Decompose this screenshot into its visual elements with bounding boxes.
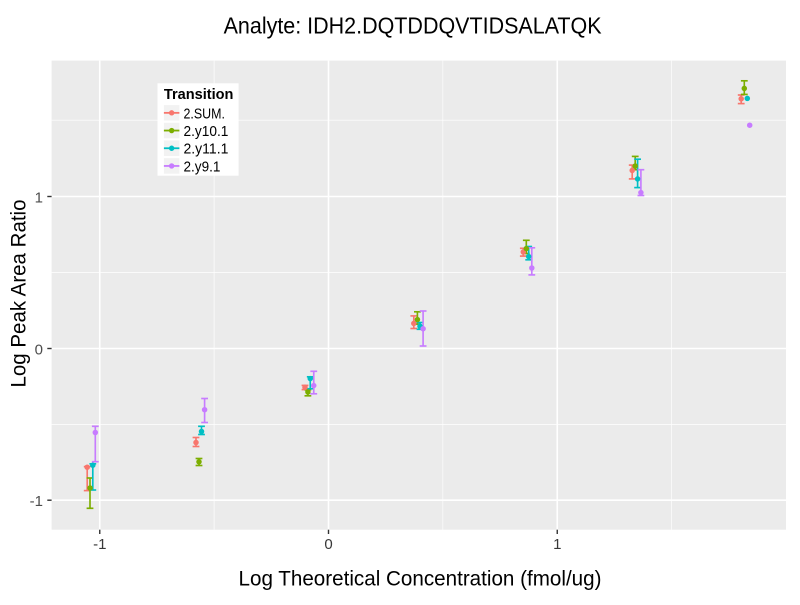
svg-text:0: 0 xyxy=(324,536,332,553)
svg-text:1: 1 xyxy=(35,189,43,206)
svg-text:-1: -1 xyxy=(93,536,106,553)
svg-text:-1: -1 xyxy=(30,493,43,510)
svg-text:2.y10.1: 2.y10.1 xyxy=(184,123,229,140)
svg-text:Log Theoretical Concentration: Log Theoretical Concentration (fmol/ug) xyxy=(239,567,602,591)
svg-text:Analyte: IDH2.DQTDDQVTIDSALATQ: Analyte: IDH2.DQTDDQVTIDSALATQK xyxy=(224,12,603,38)
svg-text:0: 0 xyxy=(35,341,43,358)
svg-text:1: 1 xyxy=(553,536,561,553)
svg-text:2.SUM.: 2.SUM. xyxy=(184,105,225,122)
svg-text:Transition: Transition xyxy=(164,86,234,103)
svg-text:Log Peak Area Ratio: Log Peak Area Ratio xyxy=(7,199,31,387)
svg-text:2.y9.1: 2.y9.1 xyxy=(184,158,221,175)
svg-text:2.y11.1: 2.y11.1 xyxy=(184,141,229,158)
